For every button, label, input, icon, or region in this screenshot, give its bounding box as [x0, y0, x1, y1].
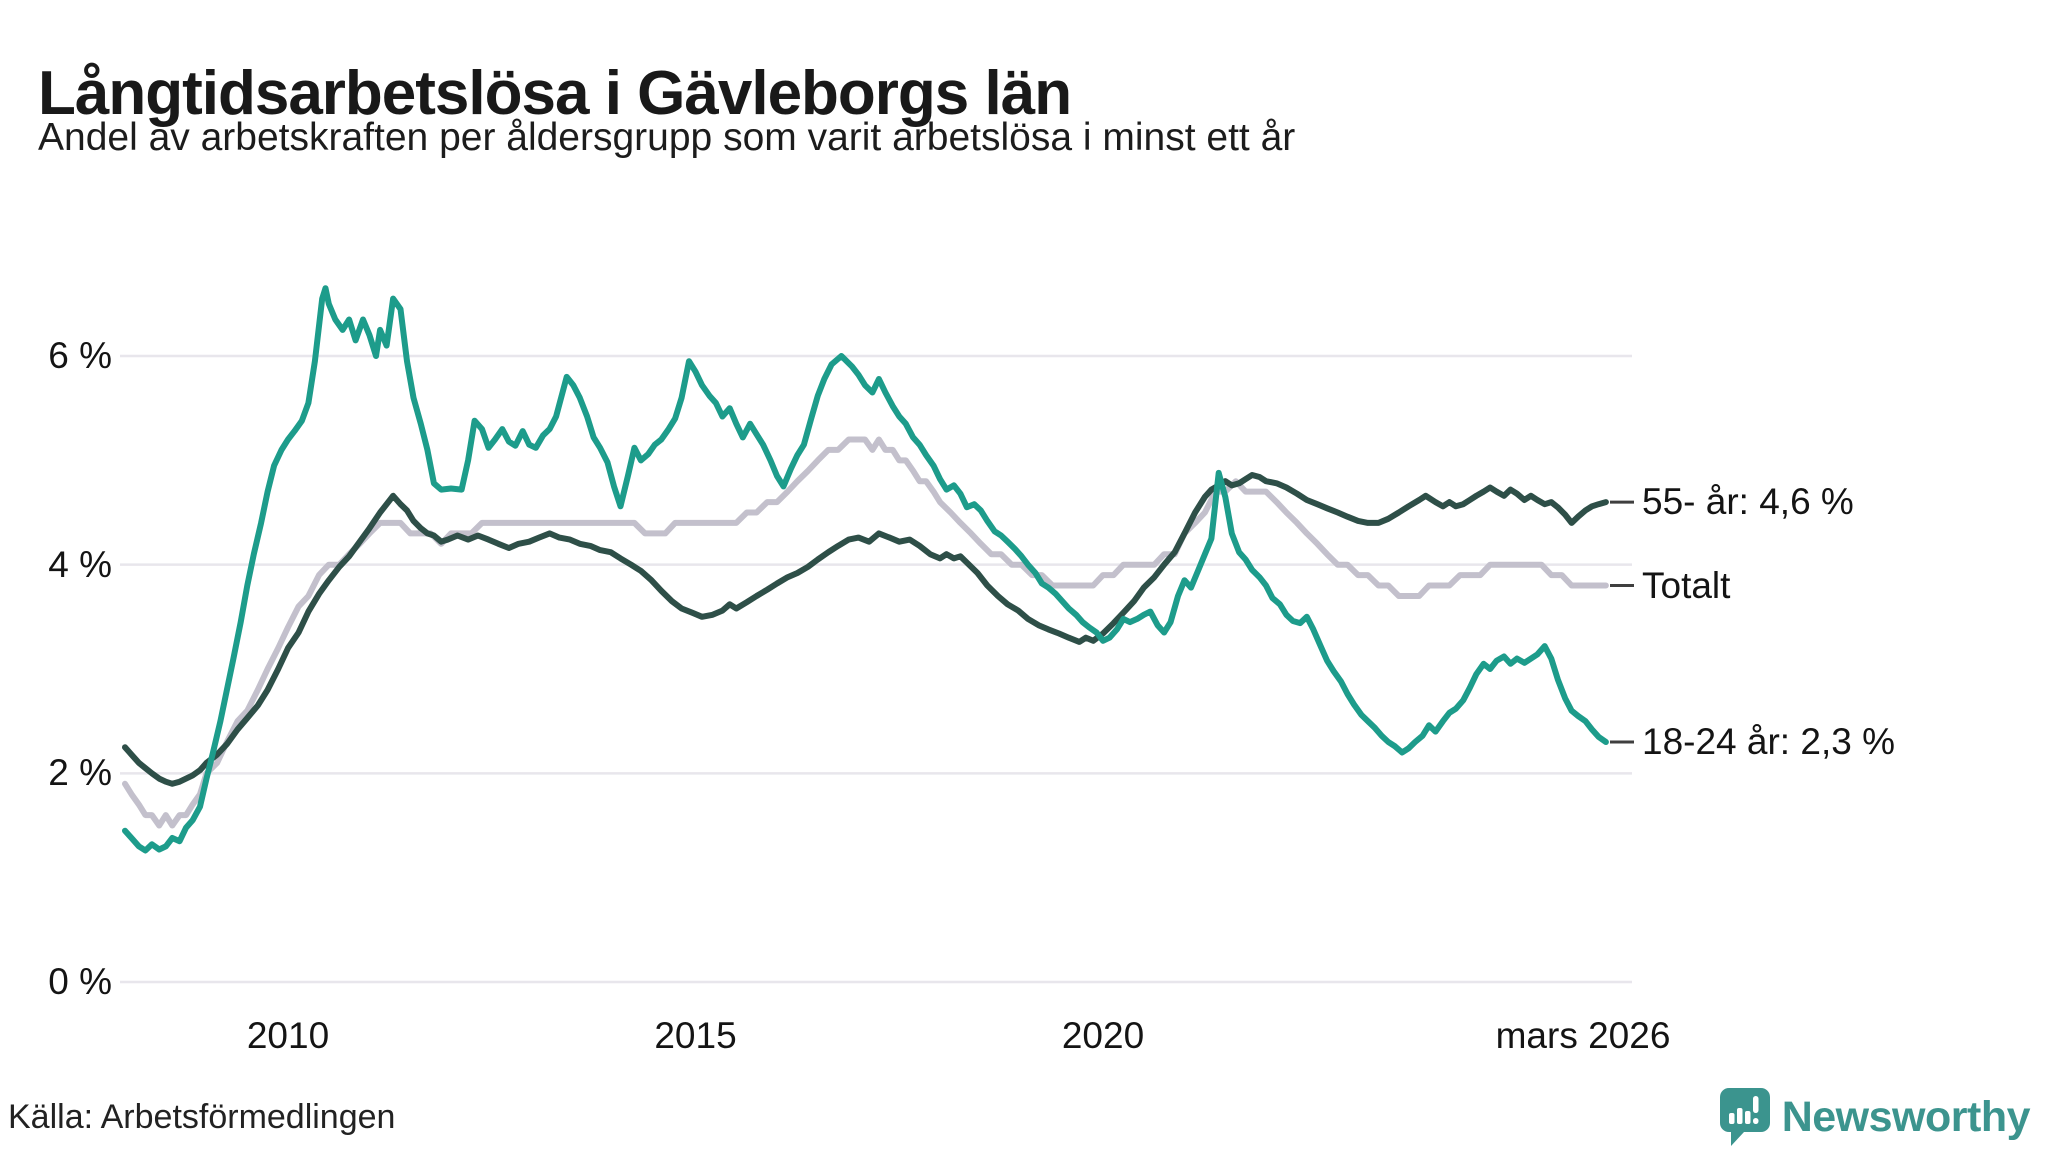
series-end-label-18-24: 18-24 år: 2,3 %: [1642, 721, 1895, 763]
series-line-18-24-r: [122, 285, 1609, 854]
newsworthy-bubble-icon: [1719, 1088, 1770, 1146]
newsworthy-logo[interactable]: Newsworthy: [1719, 1088, 2031, 1146]
newsworthy-wordmark: Newsworthy: [1781, 1092, 2031, 1141]
series-line-55-r: [122, 472, 1609, 787]
series-end-label-55: 55- år: 4,6 %: [1642, 481, 1854, 523]
x-axis-tick-label: 2020: [1061, 1015, 1145, 1056]
source-attribution: Källa: Arbetsförmedlingen: [8, 1098, 396, 1136]
x-axis-tick-label: mars 2026: [1495, 1015, 1671, 1056]
y-axis-tick-label: 6 %: [48, 335, 112, 377]
y-axis-tick-label: 4 %: [48, 543, 112, 585]
y-axis-tick-label: 0 %: [48, 961, 112, 1002]
page-title: Långtidsarbetslösa i Gävleborgs län: [38, 58, 1072, 128]
y-axis-tick-label: 2 %: [48, 752, 112, 794]
series-line-totalt: [122, 436, 1609, 829]
x-axis-tick-label: 2010: [246, 1015, 330, 1056]
page-subtitle: Andel av arbetskraften per åldersgrupp s…: [38, 116, 1296, 159]
x-axis-tick-label: 2015: [654, 1015, 737, 1056]
series-end-label-totalt: Totalt: [1642, 564, 1731, 606]
